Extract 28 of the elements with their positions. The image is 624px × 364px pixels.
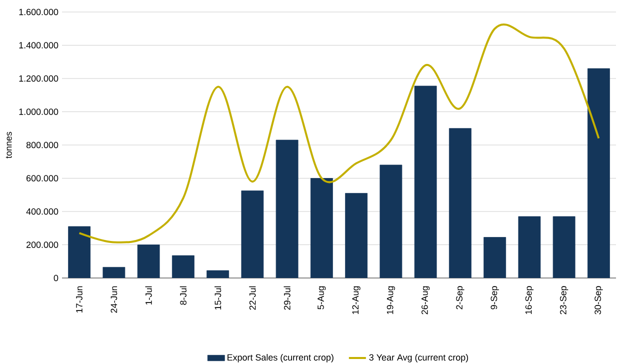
x-tick-label: 19-Aug [386, 286, 395, 314]
y-tick-label: 400.000 [26, 208, 58, 215]
x-tick-label: 24-Jun [110, 286, 118, 313]
x-tick-label: 26-Aug [422, 286, 430, 314]
legend-label: Export Sales (current crop) [228, 354, 334, 362]
y-tick-label: 200.000 [26, 242, 58, 248]
x-tick-label: 2-Sep [456, 286, 464, 310]
x-tick-label: 8-Jul [180, 286, 186, 305]
x-tick-label: 5-Aug [318, 286, 326, 310]
x-tick-label: 23-Sep [560, 286, 568, 314]
y-tick-label: 600.000 [26, 175, 58, 182]
y-tick-label: 0 [54, 274, 58, 282]
x-tick-label: 16-Sep [525, 286, 534, 314]
x-tick-label: 17-Jun [76, 286, 82, 312]
x-tick-label: 29-Jul [284, 286, 290, 310]
y-tick-label: 1.000.000 [19, 108, 58, 115]
y-tick-label: 1.400.000 [19, 42, 58, 48]
x-tick-label: 12-Aug [352, 286, 360, 314]
legend-label: 3 Year Avg (current crop) [369, 354, 468, 362]
y-tick-label: 1.200.000 [19, 75, 58, 82]
x-tick-label: 1-Jul [145, 286, 152, 305]
x-tick-label: 22-Jul [249, 286, 256, 310]
x-tick-label: 9-Sep [490, 286, 499, 310]
x-tick-label: 15-Jul [214, 286, 222, 310]
y-tick-label: 1.600.000 [19, 8, 58, 16]
x-tick-label: 30-Sep [594, 286, 603, 314]
y-axis-title: tonnes [6, 132, 12, 158]
y-tick-label: 800.000 [26, 142, 58, 148]
